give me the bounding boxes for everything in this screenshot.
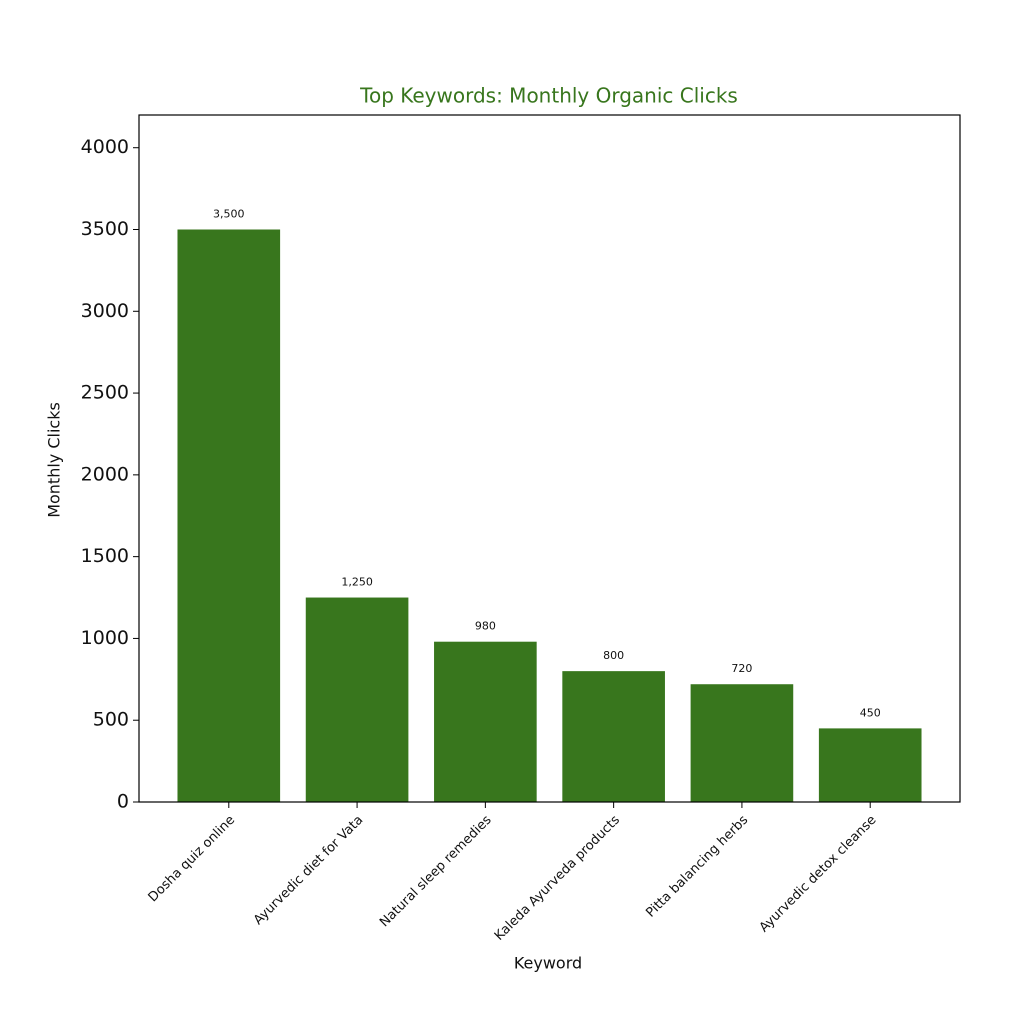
bar bbox=[434, 641, 537, 802]
bar bbox=[177, 229, 281, 802]
value-label: 980 bbox=[475, 620, 496, 633]
y-tick-label: 3500 bbox=[81, 218, 129, 240]
value-label: 800 bbox=[603, 649, 624, 662]
value-label: 720 bbox=[731, 662, 752, 675]
x-axis-label: Keyword bbox=[514, 954, 582, 973]
y-tick-label: 4000 bbox=[81, 136, 129, 158]
bar bbox=[690, 684, 794, 802]
value-label: 450 bbox=[860, 706, 881, 719]
chart-title: Top Keywords: Monthly Organic Clicks bbox=[359, 84, 738, 108]
y-tick-label: 3000 bbox=[81, 300, 129, 322]
y-tick-label: 1000 bbox=[81, 627, 129, 649]
y-axis-label: Monthly Clicks bbox=[45, 402, 64, 518]
value-label: 3,500 bbox=[213, 208, 245, 221]
bar bbox=[562, 671, 665, 802]
bar bbox=[818, 728, 922, 802]
y-tick-label: 0 bbox=[117, 791, 129, 813]
y-tick-label: 2000 bbox=[81, 463, 129, 485]
bar bbox=[305, 597, 409, 802]
y-tick-label: 500 bbox=[93, 709, 129, 731]
value-label: 1,250 bbox=[341, 576, 373, 589]
plot-frame bbox=[138, 114, 961, 803]
y-tick-label: 2500 bbox=[81, 382, 129, 404]
y-tick-label: 1500 bbox=[81, 545, 129, 567]
